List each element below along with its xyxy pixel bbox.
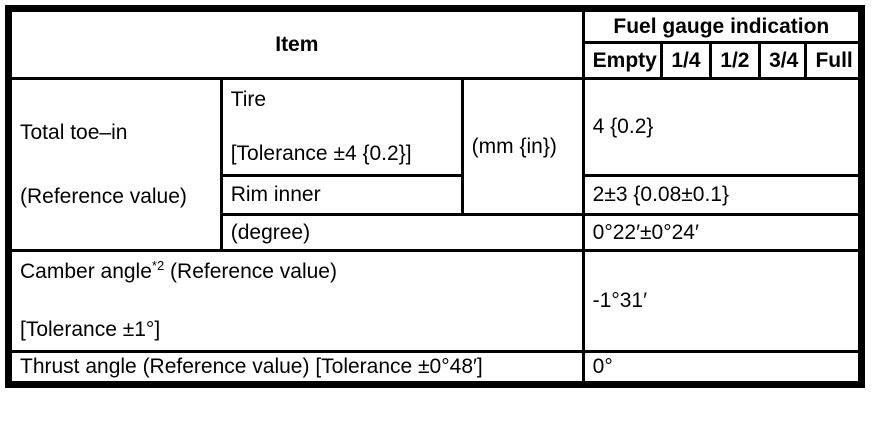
unit-mm-in-cell: (mm {in}) [460, 77, 585, 216]
level-header-half: 1/2 [708, 41, 762, 80]
camber-label-cell: Camber angle*2 (Reference value) [Tolera… [7, 249, 585, 353]
level-header-quarter: 1/4 [660, 41, 712, 80]
toe-in-label-cell: Total toe–in (Reference value) [7, 77, 223, 252]
fuel-gauge-header-cell: Fuel gauge indication [581, 7, 864, 44]
tire-value-cell: 4 {0.2} [581, 77, 864, 177]
thrust-value-cell: 0° [581, 350, 864, 386]
level-header-empty: Empty [581, 41, 664, 80]
camber-tolerance-line: [Tolerance ±1°] [20, 318, 161, 341]
camber-value-cell: -1°31′ [581, 249, 864, 353]
level-header-full: Full [804, 41, 863, 80]
camber-reference-text: (Reference value) [170, 260, 337, 283]
degree-value-cell: 0°22′±0°24′ [581, 213, 864, 252]
tire-label-line1: Tire [230, 88, 267, 111]
alignment-spec-table: Item Fuel gauge indication Empty 1/4 1/2… [5, 5, 865, 388]
thrust-label-cell: Thrust angle (Reference value) [Toleranc… [7, 350, 585, 386]
tire-tolerance-line: [Tolerance ±4 {0.2}] [230, 142, 412, 165]
tire-label-cell: Tire [Tolerance ±4 {0.2}] [219, 77, 464, 177]
camber-label-text: Camber angle [20, 260, 152, 283]
rim-inner-value-cell: 2±3 {0.08±0.1} [581, 174, 864, 216]
degree-label-cell: (degree) [219, 213, 585, 252]
camber-footnote-marker: *2 [151, 258, 165, 273]
rim-inner-label-cell: Rim inner [219, 174, 464, 216]
level-header-three-quarter: 3/4 [758, 41, 808, 80]
camber-label-line1: Camber angle*2 (Reference value) [20, 258, 574, 284]
item-header-cell: Item [7, 7, 585, 80]
toe-in-label-line1: Total toe–in [20, 120, 128, 144]
toe-in-label-line2: (Reference value) [20, 184, 187, 208]
